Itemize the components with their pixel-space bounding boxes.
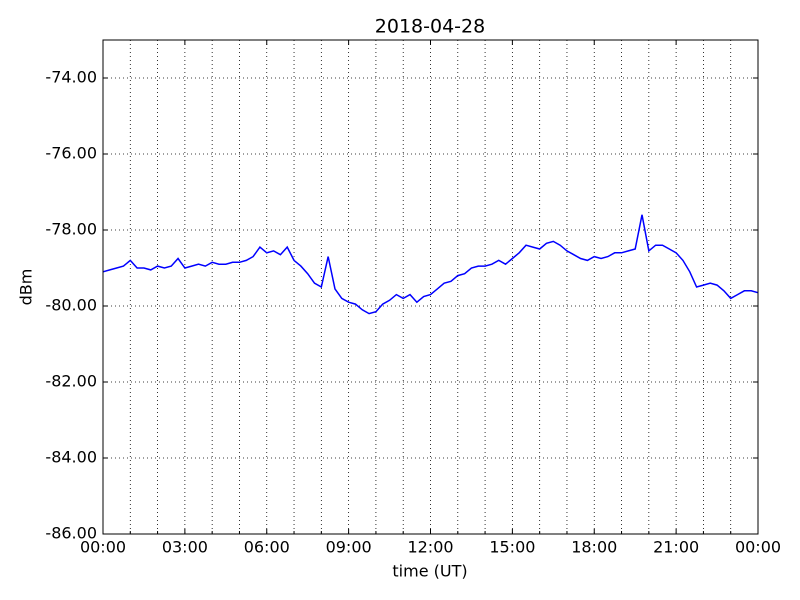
chart-title: 2018-04-28 bbox=[375, 16, 485, 38]
x-tick-label: 09:00 bbox=[326, 538, 372, 557]
y-tick-label: -76.00 bbox=[45, 144, 97, 163]
x-tick-label: 18:00 bbox=[571, 538, 617, 557]
y-tick-label: -80.00 bbox=[45, 296, 97, 315]
x-tick-label: 15:00 bbox=[489, 538, 535, 557]
x-tick-label: 06:00 bbox=[244, 538, 290, 557]
x-tick-label: 12:00 bbox=[407, 538, 453, 557]
y-tick-label: -78.00 bbox=[45, 220, 97, 239]
x-tick-label: 21:00 bbox=[653, 538, 699, 557]
plot-frame bbox=[102, 39, 759, 535]
y-tick-label: -74.00 bbox=[45, 68, 97, 87]
y-tick-label: -86.00 bbox=[45, 524, 97, 543]
x-tick-label: 03:00 bbox=[162, 538, 208, 557]
y-tick-label: -84.00 bbox=[45, 448, 97, 467]
y-axis-label: dBm bbox=[17, 269, 36, 306]
x-tick-label: 00:00 bbox=[80, 538, 126, 557]
data-line bbox=[102, 214, 759, 315]
y-tick-label: -82.00 bbox=[45, 372, 97, 391]
x-axis-label: time (UT) bbox=[392, 562, 467, 581]
x-tick-label: 00:00 bbox=[735, 538, 781, 557]
